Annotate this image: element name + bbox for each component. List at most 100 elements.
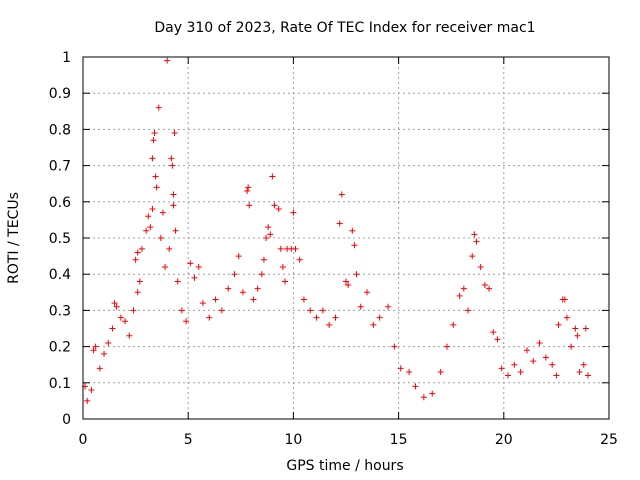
data-point — [152, 173, 159, 180]
data-point — [239, 289, 246, 296]
data-point — [437, 368, 444, 375]
data-point — [494, 336, 501, 343]
data-point — [199, 300, 206, 307]
data-point — [477, 263, 484, 270]
data-point — [553, 372, 560, 379]
data-point — [364, 289, 371, 296]
data-point — [275, 206, 282, 213]
data-point — [130, 307, 137, 314]
data-point — [486, 285, 493, 292]
data-point — [456, 292, 463, 299]
data-point — [343, 278, 349, 285]
data-point — [300, 296, 307, 303]
data-point — [523, 347, 530, 354]
data-point — [164, 57, 171, 64]
data-point — [90, 347, 97, 354]
data-point — [555, 321, 562, 328]
data-point — [244, 187, 251, 194]
y-tick-label: 0.6 — [49, 195, 71, 211]
data-point — [490, 329, 497, 336]
data-point — [166, 245, 173, 252]
data-point — [149, 155, 156, 162]
data-point — [517, 368, 524, 375]
data-point — [265, 224, 272, 231]
data-point — [225, 285, 232, 292]
y-tick-label: 0.1 — [49, 376, 71, 392]
data-point — [332, 314, 339, 321]
data-point — [126, 332, 133, 339]
data-point — [132, 256, 139, 263]
data-point — [101, 350, 108, 357]
data-point — [353, 271, 360, 278]
data-point — [231, 271, 238, 278]
data-point — [246, 202, 253, 209]
data-point — [536, 339, 543, 346]
data-point — [138, 245, 145, 252]
data-point — [542, 354, 549, 361]
data-point — [572, 325, 579, 332]
data-point — [191, 274, 198, 281]
x-tick-label: 10 — [284, 432, 302, 448]
data-point — [450, 321, 457, 328]
data-point — [245, 184, 252, 191]
data-point — [568, 343, 575, 350]
data-point — [187, 260, 194, 267]
x-tick-label: 20 — [495, 432, 513, 448]
data-point — [169, 162, 176, 169]
data-point — [279, 263, 286, 270]
data-point — [260, 256, 267, 263]
data-point — [143, 227, 150, 234]
y-tick-label: 0.5 — [49, 231, 71, 247]
data-point — [580, 361, 587, 368]
data-point — [443, 343, 450, 350]
data-point — [376, 314, 383, 321]
data-point — [357, 303, 364, 310]
data-point — [290, 209, 297, 216]
data-point — [218, 307, 225, 314]
y-tick-label: 0.8 — [49, 122, 71, 138]
data-point — [561, 296, 568, 303]
data-point — [122, 318, 129, 325]
data-point — [157, 235, 164, 241]
data-point — [420, 394, 427, 401]
x-tick-label: 5 — [184, 432, 193, 448]
data-point — [212, 296, 219, 303]
data-point — [511, 361, 518, 368]
y-tick-label: 0.2 — [49, 340, 71, 356]
y-tick-label: 0.4 — [49, 267, 71, 283]
data-point — [576, 368, 583, 375]
data-point — [235, 253, 242, 260]
data-point — [88, 387, 95, 394]
data-point — [549, 361, 556, 368]
data-point — [134, 289, 141, 296]
data-point — [465, 307, 472, 314]
data-point — [473, 238, 480, 245]
data-point — [269, 173, 276, 180]
data-point — [429, 390, 436, 397]
data-point — [370, 321, 377, 328]
data-point — [349, 227, 356, 234]
data-point — [84, 397, 91, 404]
data-point — [145, 213, 152, 220]
data-point — [147, 224, 154, 231]
data-point — [391, 343, 398, 350]
data-point — [505, 372, 512, 379]
data-point — [111, 300, 118, 307]
data-point — [109, 325, 116, 332]
data-point — [151, 130, 158, 137]
data-point — [385, 303, 392, 310]
data-point — [170, 191, 177, 198]
data-point — [168, 155, 175, 162]
data-point — [258, 271, 265, 278]
data-point — [149, 206, 156, 213]
data-point — [460, 285, 467, 292]
chart-title: Day 310 of 2023, Rate Of TEC Index for r… — [154, 20, 535, 36]
axis-ticks: 0 5 10 15 20 25 0 0.1 0.2 0.3 0.4 0.5 0.6 0.7 0.8 0.9 1 — [49, 50, 618, 448]
y-tick-label: 0.9 — [49, 86, 71, 102]
data-point — [351, 242, 358, 249]
data-point — [336, 220, 343, 227]
data-point — [582, 325, 589, 332]
data-point — [206, 314, 213, 321]
data-point — [307, 307, 314, 314]
